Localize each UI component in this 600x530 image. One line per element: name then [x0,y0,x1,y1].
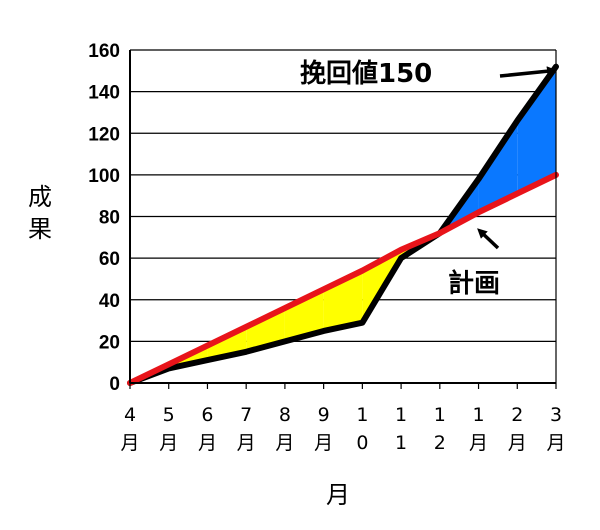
x-tick-label-7-0: 1 [395,404,407,426]
x-tick-label-3-1: 月 [237,432,256,454]
x-tick-label-9-0: 1 [472,404,484,426]
gridlines [130,49,556,384]
x-tick-label-10-0: 2 [511,404,523,426]
x-tick-label-8-0: 1 [434,404,446,426]
x-tick-label-7-1: 1 [395,432,407,454]
x-tick-label-0-0: 4 [124,404,136,426]
actual-line [127,63,559,386]
x-tick-label-1-0: 5 [163,404,175,426]
annotation-plan-arrow [477,228,500,250]
x-tick-label-9-1: 月 [469,432,488,454]
x-tick-labels: 4 月 5 月 6 月 7 月 8 月 9 月 1 0 1 1 1 2 1 月 2 月 3 月 [120,404,565,454]
x-tick-label-0-1: 月 [120,432,139,454]
y-tick-label-3: 60 [99,249,120,270]
x-tick-label-6-0: 1 [356,404,368,426]
x-tick-label-2-1: 月 [198,432,217,454]
x-tick-label-10-1: 月 [508,432,527,454]
y-axis-label-0: 成 [28,183,52,211]
x-tick-label-2-0: 6 [201,404,213,426]
area-fill-10 [517,66,556,194]
area-fill-9 [478,120,518,213]
plan-line [127,171,559,386]
x-tick-label-3-0: 7 [240,404,252,426]
axis-labels: 成果月 [28,183,350,509]
y-tick-label-4: 80 [99,208,120,229]
x-tick-label-5-0: 9 [318,404,330,426]
y-tick-label-2: 40 [99,291,120,312]
y-tick-label-0: 0 [109,374,120,395]
annotations: 挽回値150 計画 [300,59,557,299]
y-axis-label-1: 果 [28,215,52,243]
y-tick-label-5: 100 [88,166,120,187]
area-fills [130,66,556,383]
x-axis-label: 月 [326,481,350,509]
y-tick-label-1: 20 [99,332,120,353]
area-fill-4 [284,289,324,342]
y-tick-label-8: 160 [88,41,120,62]
x-tick-label-11-0: 3 [550,404,562,426]
area-fill-3 [246,308,285,352]
series-lines [127,63,559,386]
x-tick-label-4-1: 月 [275,432,294,454]
y-tick-label-6: 120 [88,124,120,145]
x-tick-label-11-1: 月 [546,432,565,454]
y-tick-label-7: 140 [88,83,120,104]
annotation-recovery-arrow [499,66,557,78]
x-tick-label-8-1: 2 [434,432,446,454]
annotation-plan-label: 計画 [448,268,500,299]
x-tick-label-1-1: 月 [159,432,178,454]
x-tick-label-5-1: 月 [314,432,333,454]
y-tick-labels: 0 20 40 60 80 100 120 140 160 [88,41,120,395]
x-tick-label-4-0: 8 [279,404,291,426]
x-tick-label-6-1: 0 [356,432,368,454]
annotation-recovery-label: 挽回値150 [300,59,432,89]
plot-frame [129,50,557,389]
